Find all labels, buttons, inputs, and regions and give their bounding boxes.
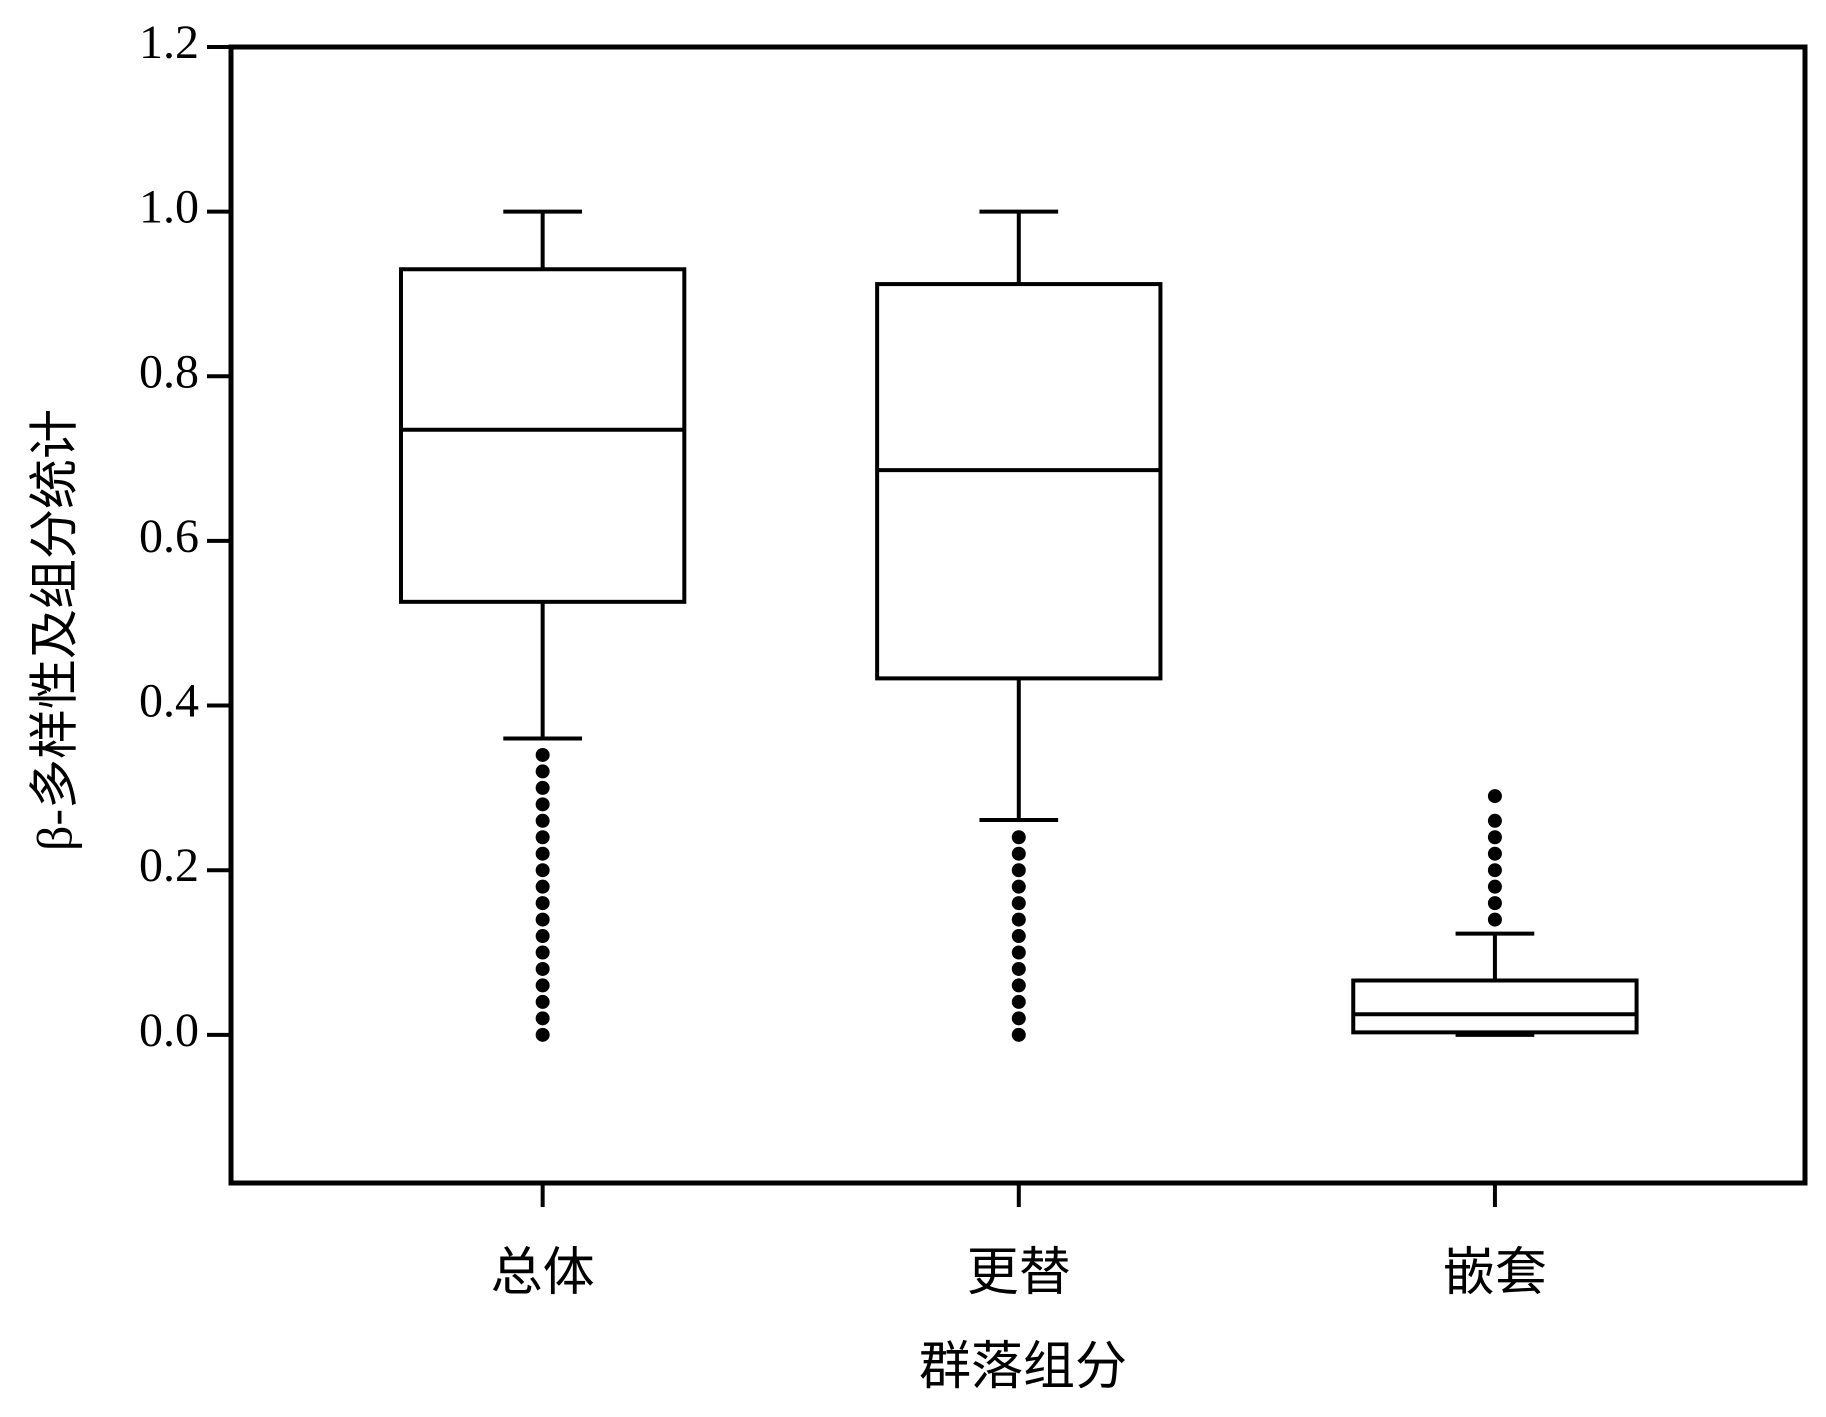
outlier xyxy=(535,797,550,812)
outlier xyxy=(1011,896,1026,911)
y-tick-label: 0.4 xyxy=(139,675,199,728)
outlier xyxy=(535,780,550,795)
outlier xyxy=(1011,830,1026,845)
outlier xyxy=(535,896,550,911)
outlier xyxy=(1487,846,1502,861)
outlier xyxy=(535,1011,550,1026)
outlier xyxy=(1487,813,1502,828)
outlier xyxy=(1011,863,1026,878)
outlier xyxy=(535,813,550,828)
outlier xyxy=(535,764,550,779)
box xyxy=(398,267,687,604)
outlier xyxy=(535,978,550,993)
y-tick-label: 1.2 xyxy=(139,16,199,69)
outlier xyxy=(535,1027,550,1042)
outlier xyxy=(535,846,550,861)
outlier xyxy=(1487,863,1502,878)
y-tick-label: 1.0 xyxy=(139,181,199,234)
x-tick-label: 更替 xyxy=(967,1245,1071,1302)
outlier xyxy=(1011,846,1026,861)
outlier xyxy=(1487,896,1502,911)
outlier xyxy=(1487,912,1502,927)
outlier xyxy=(535,863,550,878)
outlier xyxy=(535,912,550,927)
outlier xyxy=(1011,879,1026,894)
x-tick-label: 总体 xyxy=(491,1245,595,1302)
outlier xyxy=(535,879,550,894)
outlier xyxy=(1487,830,1502,845)
outlier xyxy=(1011,1027,1026,1042)
y-tick-label: 0.8 xyxy=(139,345,199,398)
plot-frame xyxy=(228,44,1808,1186)
outlier xyxy=(1487,789,1502,804)
x-axis-label: 群落组分 xyxy=(919,1339,1127,1396)
outlier xyxy=(1011,912,1026,927)
x-tick-label: 嵌套 xyxy=(1443,1245,1547,1302)
outlier xyxy=(535,994,550,1009)
box xyxy=(875,282,1163,681)
outlier xyxy=(1011,978,1026,993)
outlier xyxy=(535,945,550,960)
y-axis-label: β-多样性及组分统计 xyxy=(26,409,82,851)
outlier xyxy=(535,929,550,944)
y-tick-label: 0.6 xyxy=(139,510,199,563)
box xyxy=(1351,978,1639,1035)
outlier xyxy=(1487,879,1502,894)
y-tick-label: 0.2 xyxy=(139,839,199,892)
outlier xyxy=(1011,994,1026,1009)
outlier xyxy=(1011,945,1026,960)
outlier xyxy=(535,961,550,976)
y-tick-label: 0.0 xyxy=(139,1004,199,1057)
outlier xyxy=(1011,961,1026,976)
outlier xyxy=(1011,1011,1026,1026)
outlier xyxy=(535,747,550,762)
outlier xyxy=(535,830,550,845)
outlier xyxy=(1011,929,1026,944)
